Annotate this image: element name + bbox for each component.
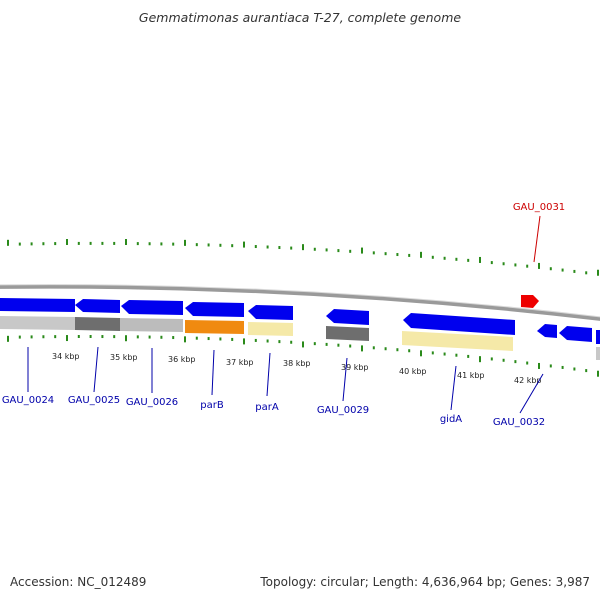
leader-line <box>266 352 271 397</box>
leader-line <box>93 346 99 393</box>
gene-arrow-edge[interactable] <box>596 330 600 344</box>
map-title: Gemmatimonas aurantiaca T-27, complete g… <box>138 10 462 25</box>
kbp-label: 35 kbp <box>110 353 138 362</box>
genome-summary-text: Topology: circular; Length: 4,636,964 bp… <box>260 575 590 589</box>
gene-arrow-GAU_0026[interactable] <box>121 300 183 315</box>
gene-arrow-gidA[interactable] <box>403 313 515 335</box>
track-segment <box>75 317 120 331</box>
gene-label-GAU_0025[interactable]: GAU_0025 <box>68 395 120 406</box>
gene-label-parA[interactable]: parA <box>255 402 279 413</box>
track-segment <box>0 316 75 330</box>
gene-label-parB[interactable]: parB <box>200 400 224 411</box>
gene-label-GAU_0031[interactable]: GAU_0031 <box>513 202 565 213</box>
gene-arrow-parA[interactable] <box>248 305 293 320</box>
track-segment <box>596 347 600 360</box>
gene-labels: GAU_0024 GAU_0025 GAU_0026 parB parA GAU… <box>2 202 565 428</box>
kbp-label: 38 kbp <box>283 359 311 368</box>
leader-line <box>450 365 457 411</box>
leader-line-red <box>533 215 541 263</box>
gene-arrow-parB[interactable] <box>185 302 244 317</box>
kbp-label: 42 kbp <box>514 376 542 385</box>
track-segment-parB <box>185 320 244 334</box>
gene-label-GAU_0024[interactable]: GAU_0024 <box>2 395 54 406</box>
track-segment-gidA <box>402 331 513 351</box>
gene-arrow-GAU_0032a[interactable] <box>537 324 557 338</box>
gene-arrow-GAU_0025[interactable] <box>75 299 120 313</box>
genome-backbone <box>0 284 600 321</box>
gene-label-GAU_0032[interactable]: GAU_0032 <box>493 417 545 428</box>
genome-backbone-highlight <box>0 284 600 318</box>
leader-lines <box>27 215 544 414</box>
gene-label-GAU_0026[interactable]: GAU_0026 <box>126 397 178 408</box>
gene-label-gidA[interactable]: gidA <box>440 414 462 425</box>
accession-text: Accession: NC_012489 <box>10 575 147 589</box>
feature-track-inner <box>0 316 600 360</box>
leader-line <box>519 373 544 414</box>
gene-arrow-GAU_0024[interactable] <box>0 298 75 312</box>
kbp-label: 39 kbp <box>341 363 369 372</box>
leader-line <box>211 349 215 396</box>
gene-arrow-GAU_0029[interactable] <box>326 309 369 325</box>
track-segment <box>120 318 183 332</box>
track-segment-parA <box>248 322 293 336</box>
scale-ticks <box>7 238 599 377</box>
gene-arrow-GAU_0032[interactable] <box>559 326 592 342</box>
kbp-label: 41 kbp <box>457 371 485 380</box>
kbp-label: 36 kbp <box>168 355 196 364</box>
kbp-label: 34 kbp <box>52 352 80 361</box>
gene-arrows <box>0 295 600 344</box>
gene-arrow-GAU_0031[interactable] <box>521 295 539 308</box>
kbp-label: 40 kbp <box>399 367 427 376</box>
gene-label-GAU_0029[interactable]: GAU_0029 <box>317 405 369 416</box>
leader-line <box>342 357 348 402</box>
kbp-label: 37 kbp <box>226 358 254 367</box>
track-segment-GAU_0029 <box>326 326 369 341</box>
kbp-labels: 34 kbp 35 kbp 36 kbp 37 kbp 38 kbp 39 kb… <box>52 352 542 385</box>
